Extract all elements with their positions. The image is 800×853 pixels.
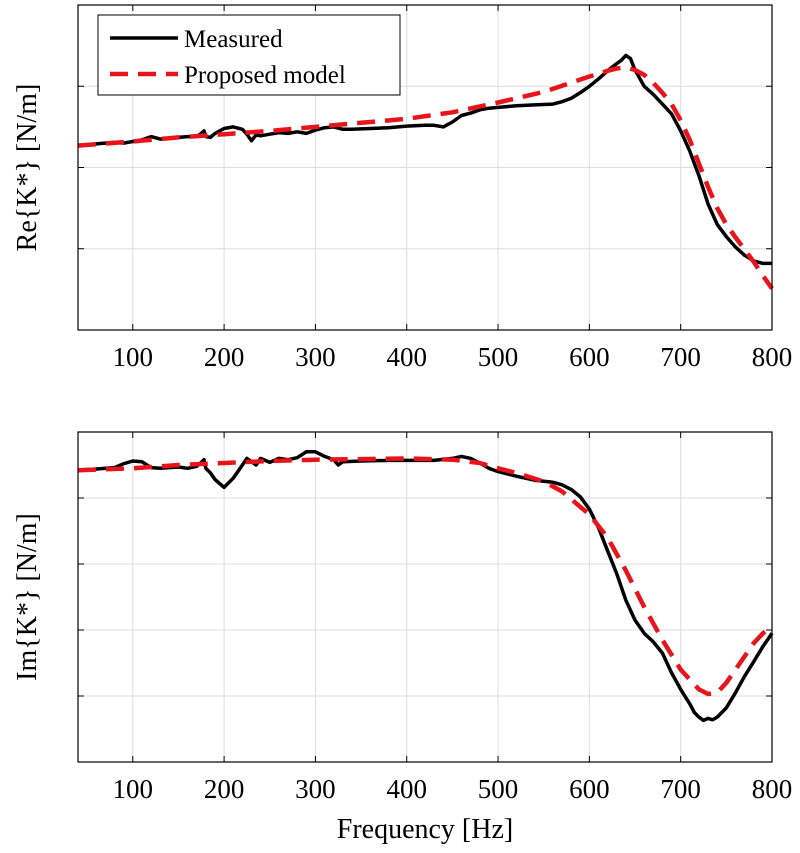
legend-box xyxy=(97,14,401,96)
im-k-x-tick-label-100: 100 xyxy=(113,774,154,804)
re-k-x-tick-label-300: 300 xyxy=(295,342,336,372)
re-k-x-tick-label-600: 600 xyxy=(569,342,610,372)
legend-proposed-model-label: Proposed model xyxy=(184,62,346,89)
re-k-x-tick-label-100: 100 xyxy=(113,342,154,372)
im-k-x-tick-label-400: 400 xyxy=(386,774,427,804)
frequency-x-axis-label: Frequency [Hz] xyxy=(337,814,513,845)
re-k-x-tick-label-200: 200 xyxy=(204,342,245,372)
im-k-panel: 100 200 300 400 500 600 700 800 Im{K*} [N/m] Fr… xyxy=(12,431,792,845)
im-k-ticks: 100 200 300 400 500 600 700 800 xyxy=(78,432,792,804)
im-k-series-measured xyxy=(77,450,774,723)
im-k-series-proposed-model xyxy=(77,456,774,697)
re-k-x-tick-label-700: 700 xyxy=(660,342,701,372)
im-k-x-tick-label-600: 600 xyxy=(569,774,610,804)
re-k-y-axis-label: Re{K*} [N/m] xyxy=(12,84,43,252)
re-k-series xyxy=(77,53,774,290)
re-k-ticks: 100 200 300 400 500 600 700 800 xyxy=(78,5,792,372)
legend-measured-label: Measured xyxy=(184,26,283,53)
im-k-axes-box xyxy=(77,431,773,763)
re-k-series-proposed-model xyxy=(77,65,774,290)
re-k-x-tick-label-800: 800 xyxy=(752,342,793,372)
im-k-x-tick-label-800: 800 xyxy=(752,774,793,804)
im-k-grid xyxy=(78,432,772,762)
re-k-x-tick-label-400: 400 xyxy=(386,342,427,372)
im-k-x-tick-label-200: 200 xyxy=(204,774,245,804)
re-k-panel: 100 200 300 400 500 600 700 800 Re{K*} [N/m] Me… xyxy=(12,4,792,372)
legend: Measured Proposed model xyxy=(97,14,401,96)
im-k-x-tick-label-500: 500 xyxy=(478,774,519,804)
im-k-y-axis-label: Im{K*} [N/m] xyxy=(12,513,43,681)
im-k-x-tick-label-300: 300 xyxy=(295,774,336,804)
im-k-x-tick-label-700: 700 xyxy=(660,774,701,804)
re-k-x-tick-label-500: 500 xyxy=(478,342,519,372)
im-k-series xyxy=(77,450,774,723)
